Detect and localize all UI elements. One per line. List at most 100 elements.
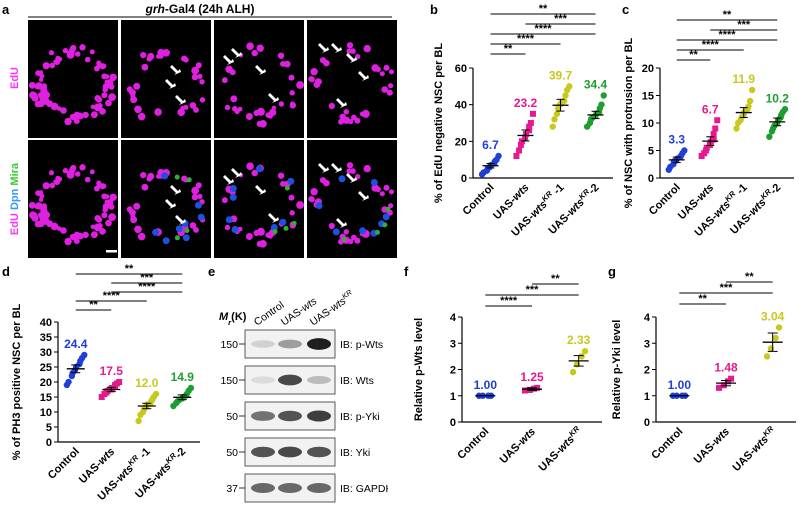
- row-label-merge: EdU/Dpn/Mira: [9, 162, 21, 235]
- edu-cell: [76, 234, 81, 239]
- mira-cell: [385, 206, 391, 212]
- antibody-label: IB: Wts: [340, 375, 374, 387]
- edu-cell: [62, 168, 69, 174]
- arrow-icon: [358, 71, 369, 81]
- mira-cell: [291, 220, 297, 226]
- data-point: [517, 142, 524, 148]
- arrow-icon: [231, 48, 242, 58]
- edu-cell: [42, 62, 50, 70]
- edu-cell: [137, 232, 146, 241]
- mean-value-label: 23.2: [514, 96, 538, 110]
- edu-cell: [195, 62, 202, 69]
- edu-cell: [41, 204, 47, 210]
- mean-value-label: 3.04: [761, 310, 785, 324]
- edu-cell: [256, 240, 263, 247]
- edu-cell: [265, 232, 272, 239]
- edu-cell: [108, 213, 116, 222]
- microscopy-panel: grh-Gal4 (24h ALH)ControlUAS-wtsUAS-wtsK…: [9, 2, 397, 258]
- edu-cell: [237, 106, 243, 112]
- mean-value-label: 34.4: [584, 78, 608, 92]
- edu-cell: [328, 102, 335, 110]
- edu-cell: [130, 96, 138, 104]
- edu-cell: [191, 193, 199, 201]
- arrow-icon: [318, 43, 329, 53]
- y-tick-label: 4: [450, 312, 457, 324]
- edu-cell: [195, 182, 202, 189]
- edu-cell: [177, 108, 185, 117]
- dpn-cell: [338, 175, 346, 183]
- y-tick-label: 2: [644, 365, 650, 377]
- edu-cell: [38, 197, 44, 202]
- significance-label: **: [745, 271, 754, 283]
- edu-cell: [355, 54, 361, 60]
- mira-cell: [382, 222, 388, 228]
- edu-cell: [97, 223, 103, 229]
- data-point: [716, 384, 723, 391]
- y-tick-label: 60: [455, 63, 467, 75]
- edu-cell: [191, 186, 200, 195]
- edu-cell: [346, 42, 354, 49]
- edu-cell: [46, 220, 53, 228]
- edu-cell: [350, 168, 356, 174]
- edu-cell: [109, 73, 117, 82]
- edu-cell: [193, 107, 199, 113]
- dpn-cell: [315, 202, 323, 210]
- edu-cell: [308, 196, 314, 202]
- edu-cell: [193, 227, 199, 233]
- mean-value-label: 24.4: [64, 337, 88, 351]
- antibody-label: IB: p-Yki: [340, 411, 380, 423]
- y-tick-label: 30: [40, 347, 52, 359]
- data-point: [581, 347, 589, 355]
- significance-label: ****: [500, 295, 518, 307]
- significance-label: ***: [720, 282, 734, 294]
- data-point: [748, 86, 756, 94]
- edu-cell: [154, 108, 162, 116]
- y-tick-label: 25: [40, 362, 52, 374]
- edu-cell: [107, 200, 113, 206]
- mean-value-label: 11.9: [732, 72, 755, 86]
- edu-cell: [253, 229, 260, 237]
- edu-cell: [82, 231, 89, 239]
- edu-cell: [224, 224, 231, 231]
- data-point: [65, 378, 72, 386]
- edu-cell: [39, 73, 45, 79]
- edu-cell: [245, 233, 253, 240]
- data-point: [522, 387, 529, 394]
- data-point: [81, 351, 88, 359]
- y-tick-label: 15: [642, 91, 654, 103]
- edu-cell: [104, 194, 110, 199]
- edu-cell: [256, 120, 263, 127]
- arrow-icon: [346, 53, 357, 63]
- edu-cell: [74, 51, 81, 57]
- scale-bar: [106, 250, 117, 253]
- significance-label: ***: [140, 272, 154, 284]
- edu-cell: [42, 211, 50, 220]
- chart-panel-g: 0 1 2 3 4 Relative p-Yki level 1.00 Control 1.48…: [611, 271, 796, 474]
- edu-cell: [181, 55, 188, 62]
- y-tick-label: 1: [644, 391, 650, 403]
- significance-label: **: [539, 3, 548, 15]
- edu-cell: [199, 97, 206, 103]
- edu-cell: [62, 48, 69, 54]
- data-point: [108, 385, 115, 391]
- y-tick-label: 20: [455, 136, 467, 148]
- arrow-icon: [255, 185, 266, 195]
- edu-cell: [35, 70, 41, 76]
- blot-band: [251, 411, 275, 421]
- edu-cell: [310, 188, 318, 196]
- significance-label: **: [689, 49, 698, 61]
- mw-marker: 50: [226, 447, 238, 459]
- arrow-icon: [268, 213, 279, 223]
- mira-cell: [186, 177, 192, 183]
- edu-cell: [141, 63, 149, 71]
- data-point: [529, 110, 536, 117]
- edu-cell: [106, 101, 112, 107]
- edu-cell: [41, 84, 47, 90]
- significance-label: ****: [534, 23, 552, 35]
- image-tile: [121, 20, 211, 138]
- data-point: [516, 147, 523, 154]
- edu-cell: [90, 111, 98, 119]
- y-tick-label: 20: [642, 63, 654, 75]
- arrow-icon: [170, 185, 181, 195]
- blot-band: [307, 446, 331, 458]
